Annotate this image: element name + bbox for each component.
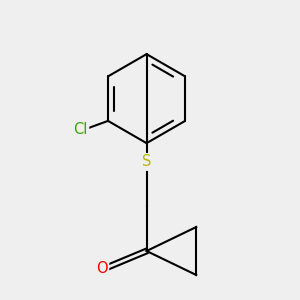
Text: S: S: [142, 154, 151, 169]
Text: O: O: [96, 261, 108, 276]
Text: Cl: Cl: [74, 122, 88, 137]
